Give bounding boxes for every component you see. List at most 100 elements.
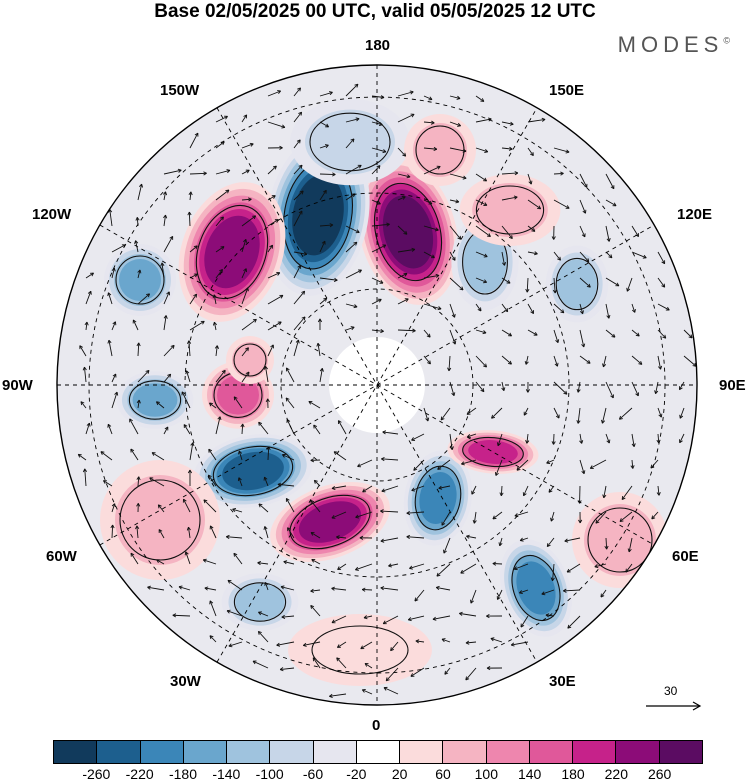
wind-arrow-icon: [443, 537, 451, 554]
wind-arrow-icon: [267, 344, 274, 357]
wind-arrow-icon: [160, 262, 165, 279]
wind-arrow-icon: [553, 251, 561, 261]
wind-arrow-icon: [345, 326, 355, 331]
wind-arrow-icon: [277, 482, 295, 487]
wind-arrow-icon: [267, 294, 284, 305]
wind-arrow-icon: [85, 422, 91, 435]
wind-arrow-icon: [382, 430, 399, 435]
wind-arrow-icon: [618, 407, 633, 420]
wind-arrow-icon: [471, 485, 477, 495]
wind-arrow-icon: [208, 448, 217, 461]
wind-arrow-icon: [258, 611, 269, 617]
wind-arrow-icon: [494, 459, 503, 476]
wind-arrow-icon: [605, 329, 616, 338]
wind-arrow-icon: [579, 251, 590, 263]
wind-arrow-icon: [187, 469, 193, 487]
wind-arrow-icon: [605, 433, 611, 444]
wind-arrow-icon: [209, 402, 217, 409]
wind-arrow-icon: [407, 615, 425, 622]
wind-arrow-icon: [241, 347, 249, 357]
wind-arrow-icon: [337, 420, 347, 435]
lon-label-150w: 150W: [160, 82, 200, 99]
wind-arrow-icon: [189, 293, 197, 305]
wind-arrow-icon: [137, 183, 144, 201]
wind-arrow-icon: [527, 147, 534, 157]
wind-arrow-icon: [552, 277, 558, 294]
wind-arrow-icon: [423, 146, 438, 152]
wind-arrow-icon: [501, 329, 512, 337]
colorbar-swatch: [356, 741, 401, 763]
wind-arrow-icon: [241, 215, 257, 227]
wind-arrow-icon: [501, 355, 512, 365]
lon-label-90e: 90E: [719, 377, 746, 394]
wind-arrow-icon: [657, 303, 670, 311]
wind-arrow-icon: [319, 240, 326, 253]
wind-arrow-icon: [656, 485, 661, 496]
wind-arrow-icon: [475, 199, 488, 206]
colorbar-swatch: [443, 741, 487, 763]
wind-arrow-icon: [432, 615, 451, 621]
wind-arrow-icon: [135, 525, 140, 539]
wind-arrow-icon: [438, 485, 451, 490]
wind-arrow-icon: [406, 510, 425, 516]
wind-arrow-icon: [163, 168, 182, 175]
wind-arrow-icon: [657, 407, 663, 418]
colorbar-tick-label: 220: [604, 766, 629, 782]
wind-arrow-icon: [553, 381, 568, 395]
wind-arrow-icon: [316, 342, 321, 357]
wind-arrow-icon: [237, 477, 243, 487]
wind-arrow-icon: [188, 191, 193, 201]
anomaly-contour: [288, 614, 432, 686]
wind-arrow-icon: [383, 686, 399, 695]
wind-arrow-icon: [413, 459, 425, 471]
wind-arrow-icon: [579, 303, 584, 315]
colorbar-labels: -260 -220 -180 -140 -100 -60 -20 20 60 100 140 180 2…: [0, 766, 750, 783]
wind-arrow-icon: [319, 368, 324, 383]
wind-arrow-icon: [527, 199, 542, 210]
wind-arrow-icon: [553, 329, 560, 344]
wind-arrow-icon: [137, 369, 150, 383]
streamline: [462, 436, 524, 468]
wind-arrow-icon: [158, 529, 165, 539]
wind-arrow-icon: [215, 246, 225, 253]
wind-arrow-icon: [331, 511, 347, 519]
wind-arrow-icon: [525, 381, 530, 393]
lon-label-30e: 30E: [549, 673, 576, 690]
wind-arrow-icon: [267, 121, 286, 129]
wind-arrow-icon: [626, 277, 633, 292]
wind-arrow-icon: [345, 241, 358, 253]
wind-arrow-icon: [331, 586, 347, 591]
wind-arrow-icon: [527, 225, 536, 232]
wind-arrow-icon: [579, 199, 587, 214]
wind-arrow-icon: [520, 615, 529, 628]
wind-arrow-icon: [553, 407, 560, 419]
wind-arrow-icon: [281, 453, 295, 461]
wind-arrow-icon: [449, 199, 460, 204]
wind-arrow-icon: [501, 225, 513, 240]
wind-arrow-icon: [371, 199, 381, 205]
wind-arrow-icon: [501, 251, 507, 266]
wind-arrow-icon: [631, 303, 636, 313]
wind-arrow-icon: [151, 452, 165, 461]
wind-arrow-icon: [440, 407, 451, 421]
wind-arrow-icon: [657, 251, 666, 265]
wind-arrow-icon: [461, 459, 477, 466]
wind-arrow-icon: [631, 381, 640, 397]
wind-arrow-icon: [470, 589, 477, 604]
wind-arrow-icon: [475, 225, 491, 237]
wind-arrow-icon: [163, 426, 169, 435]
wind-arrow-icon: [605, 199, 617, 207]
wind-arrow-icon: [576, 407, 581, 424]
wind-arrow-icon: [409, 563, 425, 570]
wind-arrow-icon: [107, 292, 113, 305]
wind-arrow-icon: [619, 511, 633, 523]
wind-arrow-icon: [157, 504, 165, 513]
wind-arrow-icon: [215, 115, 228, 123]
wind-arrow-icon: [550, 511, 555, 522]
wind-arrow-icon: [492, 511, 503, 520]
wind-arrow-icon: [444, 667, 451, 675]
wind-arrow-icon: [397, 173, 411, 179]
wind-arrow-icon: [310, 499, 321, 513]
wind-arrow-icon: [241, 238, 248, 253]
wind-arrow-icon: [172, 613, 191, 618]
